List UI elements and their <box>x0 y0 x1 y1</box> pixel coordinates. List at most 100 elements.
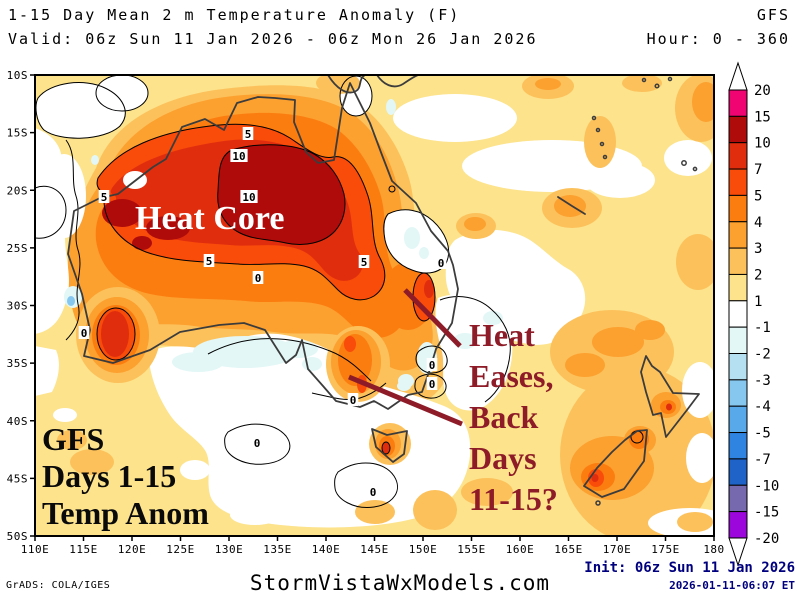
fill-5-7-vic <box>344 336 356 352</box>
colorbar-label: 5 <box>754 188 762 204</box>
coastline-tasmania <box>371 428 408 463</box>
contour-label-box <box>240 190 258 203</box>
lon-tick-label: 155E <box>457 543 486 556</box>
white-patch-coral <box>445 229 586 345</box>
colorbar-label: 2 <box>754 267 762 283</box>
contour-label: 5 <box>101 191 108 204</box>
colorbar-label: -7 <box>754 452 771 468</box>
annotations: Heat Core GFS Days 1-15 Temp Anom Heat E… <box>42 200 558 531</box>
contour-0 <box>439 296 511 403</box>
site-watermark: StormVistaWxModels.com <box>249 571 551 595</box>
annotation-pointer-line <box>348 374 463 427</box>
lat-tick-label: 50S <box>7 530 28 543</box>
island-dot <box>654 83 660 89</box>
model-note-line: Days 1-15 <box>42 458 176 494</box>
heat-eases-line: Heat <box>469 317 535 353</box>
fill-2-3-spot <box>584 116 616 168</box>
island-dot <box>641 77 647 83</box>
lon-tick-label: 165E <box>554 543 583 556</box>
lon-tick-label: 125E <box>166 543 195 556</box>
fill-3-4 <box>565 353 605 377</box>
cyan-patch <box>397 381 411 391</box>
contour-label: 5 <box>361 256 368 269</box>
colorbar-label: -2 <box>754 347 771 363</box>
colorbar-segment <box>728 247 748 275</box>
lon-tick-label: 150E <box>409 543 438 556</box>
colorbar-segment <box>728 353 748 381</box>
contour-label-box <box>251 436 263 449</box>
init-line: Init: 06z Sun 11 Jan 2026 <box>584 560 795 576</box>
contour-label-box <box>98 190 110 203</box>
colorbar-segment <box>728 89 748 117</box>
lon-tick-label: 130E <box>215 543 244 556</box>
header-row-2: Valid: 06z Sun 11 Jan 2026 - 06z Mon 26 … <box>8 30 790 48</box>
grads-credit: GrADS: COLA/IGES <box>6 580 111 591</box>
contour-label: 5 <box>206 255 213 268</box>
fill-2-3-spot <box>316 75 360 94</box>
cyan-patch <box>419 247 429 259</box>
colorbar-label: 7 <box>754 162 762 178</box>
colorbar-segment <box>728 511 748 539</box>
heat-eases-line: Eases, <box>469 358 553 394</box>
fill-7-10-nz <box>591 474 599 482</box>
contour-0 <box>35 82 126 139</box>
white-patch <box>585 162 655 198</box>
island-dot <box>692 166 698 172</box>
contour-0 <box>383 209 450 274</box>
lon-tick-label: 170E <box>603 543 632 556</box>
coastline-new-guinea <box>327 75 366 94</box>
white-patch <box>664 140 712 176</box>
lon-tick-label: 175E <box>651 543 680 556</box>
contour-label-box <box>252 271 264 284</box>
contour-0 <box>414 373 447 399</box>
contour-label: 0 <box>350 394 357 407</box>
colorbar-segment <box>728 115 748 144</box>
fill-2-3-spot <box>355 500 395 524</box>
fill-2-3-spot <box>57 430 87 450</box>
colorbar-segment <box>728 326 748 354</box>
contour-5 <box>96 307 136 361</box>
fill-3-4-spot <box>535 78 561 90</box>
white-patch <box>393 94 517 142</box>
page-title: 1-15 Day Mean 2 m Temperature Anomaly (F… <box>8 6 461 24</box>
fill-10-15 <box>102 199 142 227</box>
valid-range: Valid: 06z Sun 11 Jan 2026 - 06z Mon 26 … <box>8 30 538 48</box>
island-dot <box>667 76 673 82</box>
fill-10-15 <box>217 144 345 245</box>
forecast-hours: Hour: 0 - 360 <box>646 30 790 48</box>
contour-label: 0 <box>429 378 436 391</box>
colorbar-segment <box>728 300 748 328</box>
contour-label: 0 <box>438 257 445 270</box>
lon-tick-label: 145E <box>360 543 389 556</box>
lon-tick-label: 110E <box>21 543 50 556</box>
white-patch <box>230 505 280 525</box>
colorbar-segment <box>728 273 748 302</box>
colorbar-segment <box>728 405 748 434</box>
cyan-patch <box>386 99 396 115</box>
contour-label: 0 <box>254 437 261 450</box>
heat-core-label: Heat Core <box>135 200 284 237</box>
contour-10 <box>217 144 346 245</box>
colorbar-label: 4 <box>754 215 762 231</box>
contour-label-box <box>78 326 90 339</box>
colorbar-label: -15 <box>754 505 779 521</box>
colorbar-arrow-up <box>728 61 748 91</box>
fill-10-15 <box>146 216 190 240</box>
axis-ticks-and-labels: 110E 115E 120E 125E 130E 135E 140E 145E 150E 155E… <box>7 69 725 556</box>
contour-label: 10 <box>232 150 245 163</box>
fill-7-10-tas <box>382 442 390 454</box>
contour-0 <box>35 185 67 239</box>
colorbar-label: -5 <box>754 426 771 442</box>
contour-0 <box>388 185 396 193</box>
fill-3-4 <box>592 327 644 357</box>
fill-2-3-spot <box>461 478 513 506</box>
contour-label-box <box>203 254 215 267</box>
contour-label: 0 <box>255 272 262 285</box>
colorbar-segment <box>728 142 748 170</box>
contour-0 <box>415 345 448 374</box>
heat-eases-line: Days <box>469 440 537 476</box>
white-patch <box>96 75 148 111</box>
contour-label-box <box>435 256 447 269</box>
colorbar-segment <box>728 432 748 460</box>
